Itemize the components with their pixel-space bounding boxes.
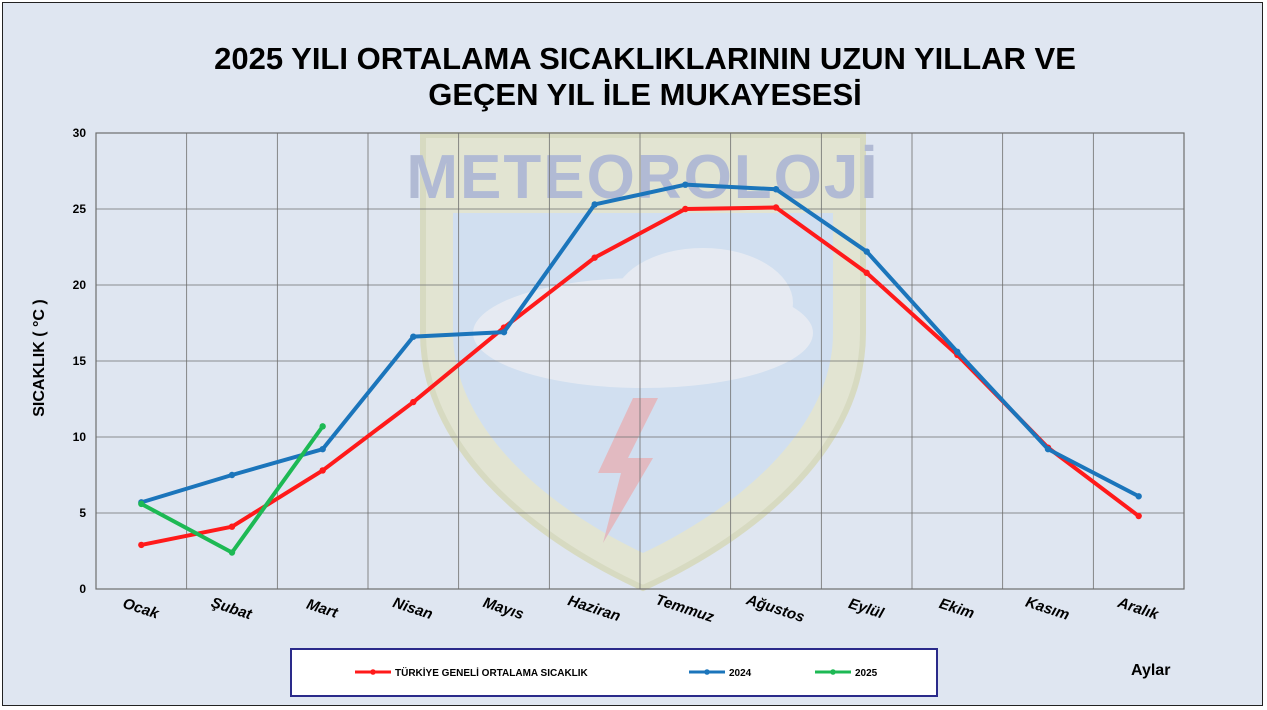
y-tick-label: 0 — [79, 582, 86, 596]
data-point — [772, 204, 780, 211]
data-point — [1135, 512, 1142, 520]
y-tick-label: 5 — [79, 506, 86, 520]
legend: TÜRKİYE GENELİ ORTALAMA SICAKLIK 2024 2025 — [290, 648, 938, 697]
x-tick-label: Nisan — [391, 594, 435, 623]
y-tick-label: 15 — [73, 354, 87, 368]
data-point — [319, 423, 326, 430]
data-point — [863, 269, 870, 277]
y-axis-title: SICAKLIK ( °C ) — [31, 299, 48, 417]
data-point — [138, 500, 145, 508]
data-point — [410, 333, 417, 340]
x-axis-title: Aylar — [1131, 662, 1170, 679]
y-tick-label: 30 — [73, 126, 87, 140]
grid-layer — [95, 132, 1185, 590]
y-tick-label: 10 — [73, 430, 87, 444]
x-tick-label: Haziran — [566, 592, 623, 625]
data-point — [682, 181, 689, 188]
watermark-text: METEOROLOJİ — [406, 143, 879, 212]
data-point — [591, 254, 598, 261]
data-point — [228, 471, 236, 479]
data-point — [772, 186, 780, 193]
data-point — [1135, 493, 1142, 500]
data-point — [863, 248, 870, 255]
data-point — [228, 549, 236, 556]
line-chart: METEOROLOJİ 2025 YILI ORTALAMA SICAKLIKL… — [31, 41, 1185, 697]
series-line — [139, 182, 1141, 505]
x-tick-label: Ağustos — [743, 591, 806, 626]
legend-marker — [370, 669, 376, 675]
data-point — [1044, 445, 1052, 453]
data-point — [319, 467, 326, 474]
meteoroloji-watermark: METEOROLOJİ — [406, 132, 879, 592]
x-tick-label: Mayıs — [481, 594, 526, 623]
data-point — [410, 398, 417, 406]
legend-label: 2025 — [855, 668, 878, 679]
legend-marker — [830, 669, 836, 675]
legend-marker — [704, 669, 710, 675]
data-point — [228, 523, 236, 530]
data-point — [138, 541, 145, 549]
x-tick-label: Aralık — [1115, 594, 1161, 624]
data-point — [591, 201, 598, 208]
x-tick-label: Şubat — [209, 594, 255, 623]
x-tick-label: Ocak — [121, 595, 162, 623]
chart-title-line-1: 2025 YILI ORTALAMA SICAKLIKLARININ UZUN … — [214, 41, 1076, 76]
data-point — [500, 328, 508, 336]
data-point — [319, 445, 326, 453]
y-tick-label: 20 — [73, 278, 87, 292]
y-tick-label: 25 — [73, 202, 87, 216]
x-tick-label: Kasım — [1023, 594, 1071, 624]
x-tick-label: Eylül — [846, 595, 886, 623]
x-tick-label: Temmuz — [653, 591, 716, 626]
data-point — [682, 205, 689, 213]
series-3 — [138, 423, 326, 556]
series-layer — [138, 181, 1142, 556]
data-point — [954, 348, 961, 356]
x-tick-label: Ekim — [937, 595, 976, 622]
chart-title-line-2: GEÇEN YIL İLE MUKAYESESİ — [428, 77, 862, 112]
legend-label: 2024 — [729, 668, 752, 679]
legend-label: TÜRKİYE GENELİ ORTALAMA SICAKLIK — [395, 666, 589, 679]
x-tick-label: Mart — [304, 596, 340, 622]
